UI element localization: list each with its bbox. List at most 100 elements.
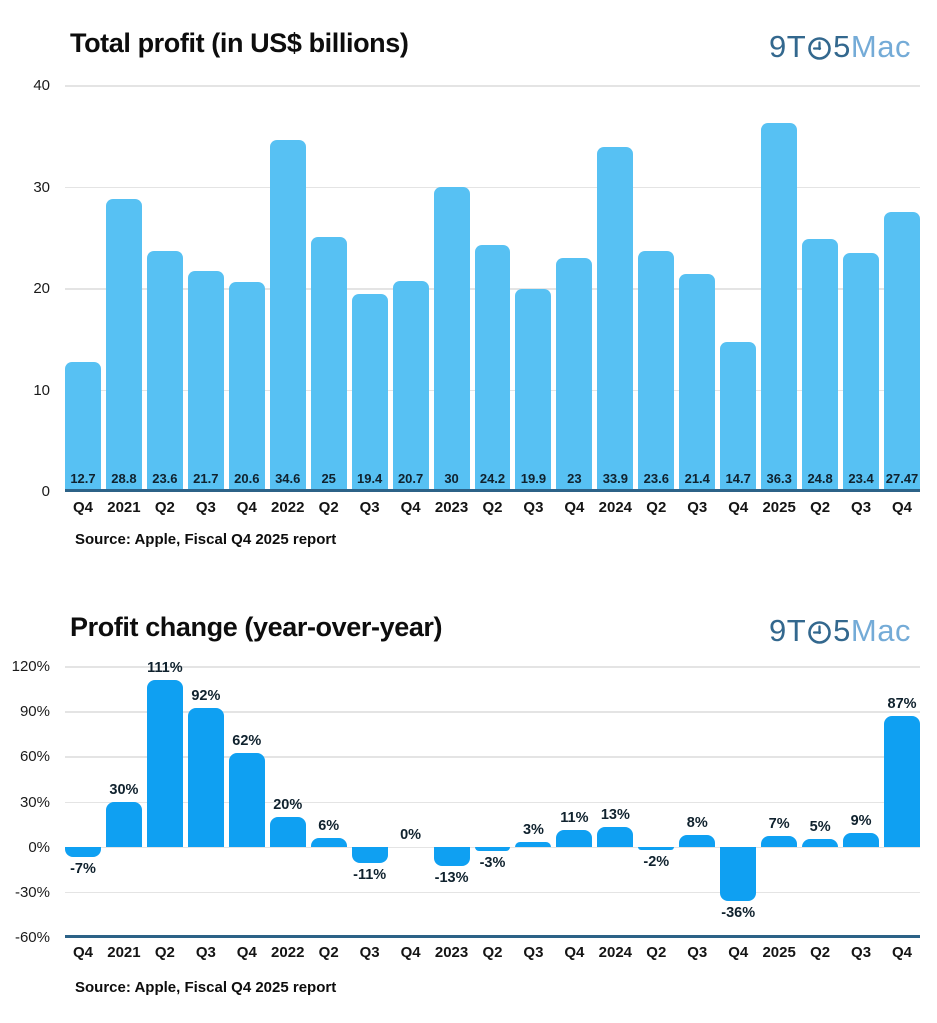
bar-value-label: -2% [643, 853, 670, 870]
bar [146, 251, 183, 491]
x-tick-label: 2025 [762, 499, 796, 516]
bar-value-label: 12.7 [70, 471, 96, 486]
bar-value-label: 28.8 [111, 471, 137, 486]
bar [843, 833, 880, 847]
bar-value-label: 24.8 [807, 471, 833, 486]
y-tick-label: 10 [33, 381, 50, 399]
x-tick-label: Q3 [523, 944, 544, 961]
x-tick-label: 2024 [598, 944, 633, 961]
bar-value-label: 36.3 [766, 471, 792, 486]
bar [228, 281, 265, 491]
chart1-title: Total profit (in US$ billions) [70, 28, 409, 58]
x-tick-label: Q4 [728, 499, 749, 516]
bar-value-label: 30 [444, 471, 459, 486]
bar-value-label: 9% [850, 813, 872, 830]
chart1-9to5mac-logo: 9T 5 Mac [769, 29, 911, 65]
y-tick-label: 90% [19, 703, 50, 721]
bar-value-label: 20.7 [397, 471, 424, 486]
bar [351, 294, 388, 491]
x-tick-label: Q3 [359, 499, 380, 516]
x-tick-label: Q2 [646, 499, 667, 516]
x-tick-label: Q4 [564, 944, 585, 961]
y-tick-label: 60% [19, 748, 50, 766]
bar [392, 280, 429, 491]
gridline [65, 756, 920, 758]
chart2-y-axis: 120% 90% 60% 30% 0% -30% -60% [0, 658, 52, 946]
bar [474, 846, 511, 852]
bar-value-label: 3% [522, 822, 544, 839]
x-tick-label: Q2 [482, 499, 503, 516]
bar [187, 708, 224, 847]
bar-value-label: 92% [191, 688, 221, 705]
bar [105, 801, 142, 847]
x-tick-label: 2023 [434, 944, 469, 961]
x-tick-label: 2025 [762, 944, 796, 961]
x-tick-label: Q4 [72, 944, 93, 961]
x-tick-label: Q4 [236, 944, 257, 961]
bar-value-label: 11% [560, 810, 589, 827]
chart2-plot-area: -7% 30% 111% 92% 62% 20% 6% -11% 0% -13% -3% 3% 11% 1… [65, 660, 920, 938]
bar [515, 842, 552, 847]
bar [679, 273, 716, 491]
bar-value-label: -3% [479, 855, 506, 872]
logo-text-9t: 9T [768, 29, 807, 64]
logo-text-5: 5 [833, 613, 851, 648]
bar-value-label: -13% [434, 870, 469, 887]
x-tick-label: Q2 [482, 944, 503, 961]
bar [597, 827, 634, 847]
x-tick-label: Q3 [851, 944, 872, 961]
bar-value-label: 21.4 [684, 471, 710, 486]
bar-value-label: 30% [109, 781, 139, 798]
y-tick-label: 30 [33, 178, 50, 196]
bar-value-label: 14.7 [725, 471, 751, 486]
bar-value-label: 0% [400, 826, 422, 843]
gridline [65, 666, 920, 668]
gridline [65, 891, 920, 894]
x-tick-label: Q2 [318, 944, 339, 961]
bar [802, 239, 839, 491]
logo-text-mac: Mac [850, 29, 911, 64]
bar [720, 846, 757, 901]
x-tick-label: Q2 [154, 944, 175, 961]
chart1-plot-area: 12.7 28.8 23.6 21.7 20.6 34.6 25 19.4 20.7 30 24.2… [65, 85, 920, 492]
bar [638, 251, 675, 491]
y-tick-label: 40 [33, 77, 50, 94]
x-tick-label: Q3 [687, 944, 708, 961]
bar-value-label: 24.2 [479, 471, 506, 486]
x-tick-label: Q3 [523, 499, 544, 516]
x-tick-label: Q4 [400, 944, 421, 961]
x-tick-label: Q2 [810, 499, 831, 516]
y-tick-label: 30% [19, 793, 50, 811]
x-tick-label: Q4 [72, 499, 93, 516]
x-tick-label: Q4 [728, 944, 749, 961]
x-tick-label: 2024 [598, 499, 633, 516]
x-tick-label: 2022 [271, 944, 305, 961]
bar [65, 362, 101, 491]
bar [433, 846, 470, 867]
chart2-source: Source: Apple, Fiscal Q4 2025 report [75, 979, 337, 996]
bar-value-label: 27.47 [885, 471, 919, 486]
bar [843, 253, 880, 491]
y-tick-label: 120% [11, 658, 50, 675]
bar-value-label: 19.9 [520, 471, 547, 486]
bar-value-label: 87% [887, 695, 917, 712]
y-tick-label: 0 [41, 483, 50, 500]
chart2-x-axis: Q4 2021 Q2 Q3 Q4 2022 Q2 Q3 Q4 2023 Q2 Q3 Q4 2024 Q2 Q3… [65, 944, 920, 964]
bar [105, 198, 142, 491]
x-axis-baseline [65, 935, 920, 938]
bar-value-label: 62% [232, 733, 262, 750]
bar [310, 837, 347, 847]
bar [597, 146, 634, 491]
bar [556, 257, 593, 491]
chart1-x-axis: Q4 2021 Q2 Q3 Q4 2022 Q2 Q3 Q4 2023 Q2 Q3 Q4 2024 Q2 Q3… [65, 499, 920, 519]
bar [556, 830, 593, 847]
bar [269, 816, 306, 847]
bar [310, 237, 347, 491]
bar-value-label: 23 [567, 471, 582, 486]
gridline [65, 186, 920, 188]
logo-text-9t: 9T [768, 613, 807, 648]
bar-value-label: 33.9 [602, 471, 628, 486]
y-tick-label: 20 [33, 280, 50, 297]
bar-value-label: 23.6 [643, 471, 669, 486]
